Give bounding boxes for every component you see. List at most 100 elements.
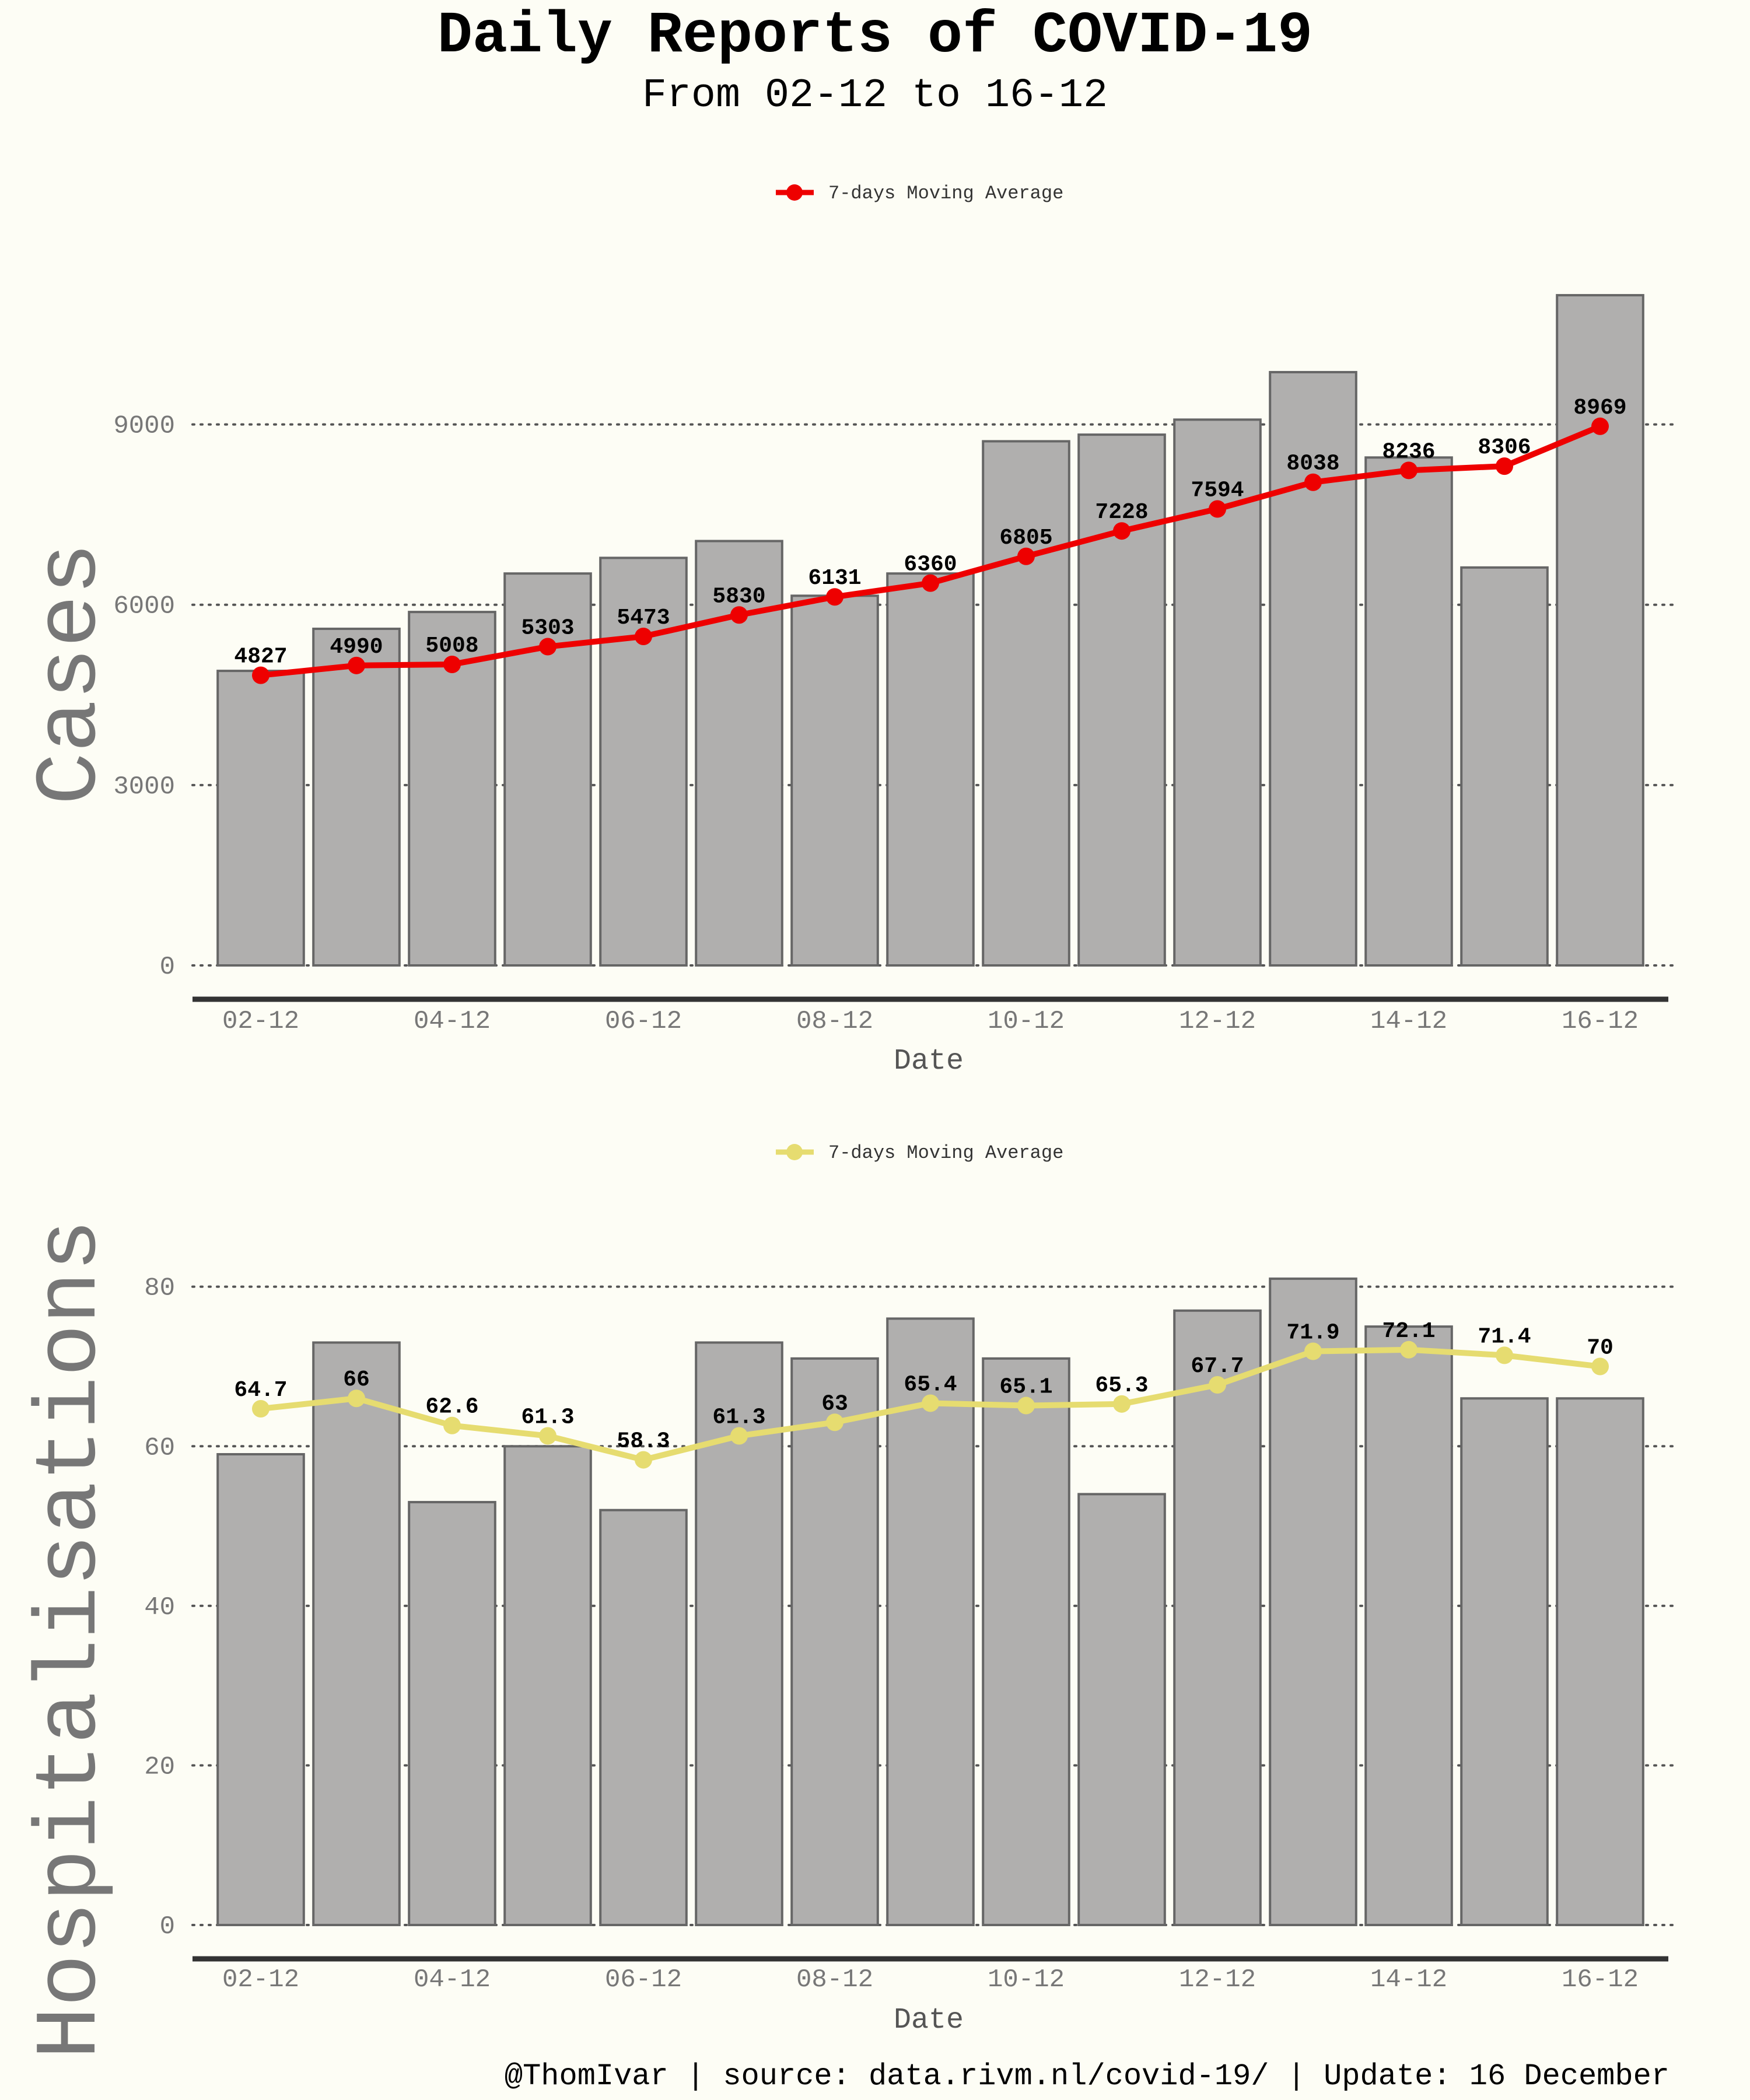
hospitalisations-legend-label: 7-days Moving Average [828, 1142, 1063, 1164]
cases-data-label: 7228 [1095, 500, 1148, 525]
hospitalisations-moving-average-point [443, 1416, 461, 1434]
hospitalisations-moving-average-point [1496, 1346, 1513, 1364]
hospitalisations-legend-marker [786, 1144, 803, 1160]
cases-y-tick-label: 9000 [113, 412, 175, 441]
hospitalisations-data-label: 65.4 [904, 1372, 957, 1397]
hospitalisations-moving-average-point [730, 1427, 748, 1445]
cases-moving-average-point [1017, 547, 1035, 565]
hospitalisations-data-labels: 64.7 66 62.6 61.3 58.3 61.3 63 65.4 65.1 65.3 67.7… [234, 1319, 1613, 1454]
chart-subtitle: From 02-12 to 16-12 [642, 73, 1108, 119]
hospitalisations-moving-average-point [1113, 1395, 1130, 1413]
cases-moving-average-point [443, 655, 461, 673]
hospitalisations-y-tick-label: 20 [144, 1752, 175, 1782]
cases-data-label: 6360 [904, 552, 957, 578]
hospitalisations-data-label: 61.3 [521, 1405, 574, 1430]
cases-moving-average [252, 417, 1609, 684]
footer-credits: @ThomIvar | source: data.rivm.nl/covid-1… [505, 2059, 1670, 2094]
hospitalisations-moving-average-point [922, 1394, 939, 1412]
hospitalisations-bar [886, 1317, 975, 1926]
hospitalisations-moving-average-point [539, 1427, 556, 1445]
hospitalisations-x-tick-label: 14-12 [1370, 1965, 1447, 1994]
hospitalisations-x-axis-label: Date [894, 2004, 964, 2037]
cases-data-label: 7594 [1191, 478, 1244, 503]
cases-bar [216, 670, 305, 967]
hospitalisations-data-label: 64.7 [234, 1378, 287, 1403]
hospitalisations-moving-average-point [826, 1413, 844, 1432]
cases-bar [1269, 370, 1357, 967]
hospitalisations-y-tick-label: 80 [144, 1274, 175, 1303]
cases-x-tick-label: 10-12 [988, 1007, 1065, 1036]
cases-moving-average-point [539, 638, 556, 656]
cases-x-tick-label: 16-12 [1562, 1007, 1639, 1036]
cases-x-tick-label: 14-12 [1370, 1007, 1447, 1036]
hospitalisations-moving-average-point [1591, 1357, 1609, 1376]
cases-moving-average-point [1304, 473, 1322, 491]
cases-panel: 4827 4990 5008 5303 5473 5830 6131 6360 6805 7228… [22, 183, 1675, 1078]
cases-data-label: 4990 [330, 635, 383, 660]
hospitalisations-bar [1077, 1493, 1166, 1927]
hospitalisations-bar [216, 1452, 305, 1926]
hospitalisations-bar [1173, 1309, 1262, 1926]
cases-data-label: 8306 [1478, 435, 1531, 460]
cases-moving-average-point [1209, 500, 1226, 518]
cases-y-axis-label: Cases [22, 542, 121, 805]
hospitalisations-y-tick-label: 40 [144, 1593, 175, 1622]
chart-title: Daily Reports of COVID-19 [438, 4, 1312, 69]
cases-data-label: 8969 [1573, 396, 1626, 421]
hospitalisations-panel: 64.7 66 62.6 61.3 58.3 61.3 63 65.4 65.1 65.3 67.7… [22, 1142, 1675, 2059]
cases-bar [1556, 294, 1644, 967]
cases-moving-average-point [1591, 417, 1609, 435]
hospitalisations-x-tick-label: 16-12 [1562, 1965, 1639, 1994]
hospitalisations-moving-average-point [1017, 1396, 1035, 1415]
cases-x-tick-label: 06-12 [605, 1007, 682, 1036]
hospitalisations-bars [216, 1278, 1644, 1927]
cases-moving-average-point [1113, 522, 1130, 540]
hospitalisations-data-label: 67.7 [1191, 1354, 1244, 1379]
hospitalisations-data-label: 65.3 [1095, 1373, 1148, 1398]
hospitalisations-moving-average-point [635, 1451, 652, 1469]
hospitalisations-data-label: 61.3 [712, 1405, 765, 1430]
cases-x-tick-label: 12-12 [1179, 1007, 1256, 1036]
cases-data-label: 8038 [1286, 452, 1339, 477]
hospitalisations-x-tick-label: 08-12 [796, 1965, 873, 1994]
hospitalisations-y-tick-label: 60 [144, 1433, 175, 1462]
hospitalisations-bar [1460, 1397, 1549, 1927]
hospitalisations-bar [790, 1357, 879, 1926]
cases-bar [1460, 566, 1549, 967]
cases-legend-label: 7-days Moving Average [828, 183, 1063, 204]
hospitalisations-bar [1364, 1325, 1453, 1926]
hospitalisations-axes: 0 20 40 60 80 02-12 04-12 06-12 08-12 10-12 12-12 1… [144, 1274, 1668, 1994]
hospitalisations-x-tick-label: 02-12 [222, 1965, 299, 1994]
hospitalisations-data-label: 71.9 [1286, 1321, 1339, 1346]
cases-moving-average-point [1400, 461, 1418, 480]
cases-moving-average-point [730, 606, 748, 624]
cases-data-label: 5830 [712, 584, 765, 609]
cases-legend: 7-days Moving Average [776, 183, 1063, 204]
cases-data-labels: 4827 4990 5008 5303 5473 5830 6131 6360 6805 7228… [234, 396, 1626, 670]
cases-bar [790, 594, 879, 967]
cases-moving-average-point [1496, 457, 1513, 475]
hospitalisations-bar [408, 1501, 496, 1926]
cases-data-label: 6131 [808, 566, 861, 591]
hospitalisations-moving-average-point [348, 1390, 365, 1408]
hospitalisations-y-tick-label: 0 [160, 1912, 175, 1941]
cases-x-tick-label: 08-12 [796, 1007, 873, 1036]
hospitalisations-moving-average-point [1304, 1342, 1322, 1360]
hospitalisations-data-label: 63 [821, 1391, 848, 1416]
cases-bar [886, 572, 975, 967]
hospitalisations-moving-average-point [252, 1400, 270, 1418]
cases-data-label: 5303 [521, 616, 574, 641]
cases-data-label: 8236 [1382, 439, 1435, 464]
cases-moving-average-point [348, 656, 365, 674]
hospitalisations-bar [1269, 1278, 1357, 1926]
cases-moving-average-point [922, 574, 939, 592]
cases-x-tick-label: 02-12 [222, 1007, 299, 1036]
cases-legend-marker [786, 184, 803, 201]
cases-moving-average-point [826, 588, 844, 606]
cases-moving-average-point [252, 666, 270, 684]
hospitalisations-data-label: 65.1 [999, 1375, 1052, 1400]
hospitalisations-data-label: 62.6 [425, 1395, 478, 1420]
hospitalisations-x-tick-label: 10-12 [988, 1965, 1065, 1994]
cases-data-label: 5473 [617, 606, 670, 631]
